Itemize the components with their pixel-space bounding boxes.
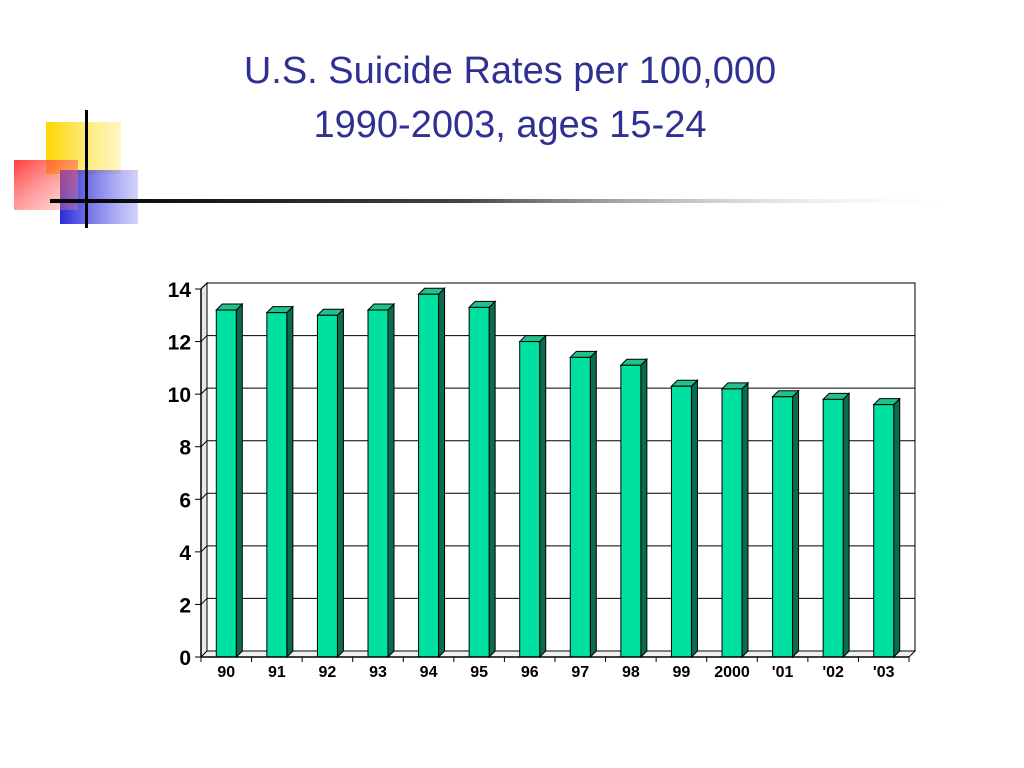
x-tick-label: 94 [420, 664, 438, 681]
slide-title: U.S. Suicide Rates per 100,000 1990-2003… [150, 44, 870, 152]
horizontal-rule [50, 199, 970, 203]
x-tick-label: 92 [319, 664, 337, 681]
chart-plot-area: 0 2 4 6 8 10 12 14 90 91 92 93 94 95 96 97 98 99 2000 '01 '0… [168, 279, 917, 681]
bar [569, 356, 591, 658]
bar-side [539, 334, 547, 659]
bar-side [488, 300, 496, 659]
x-tick-label: '02 [822, 664, 844, 681]
gridline-side [200, 335, 208, 342]
bar-side [893, 397, 901, 659]
bar-side [741, 381, 749, 659]
y-tick-label: 6 [179, 489, 191, 512]
x-tick-label: 90 [217, 664, 235, 681]
x-tick-label: 99 [673, 664, 691, 681]
bar [772, 396, 794, 658]
gridline-side [200, 492, 208, 500]
y-tick-label: 10 [168, 384, 191, 407]
vertical-rule [85, 110, 88, 228]
gridline-side [200, 440, 208, 448]
y-tick-label: 14 [168, 279, 192, 302]
bar [418, 293, 440, 658]
x-tick-label: 95 [470, 664, 488, 681]
y-tick-label: 2 [179, 594, 191, 617]
x-tick-label: 98 [622, 664, 640, 681]
bar-side [842, 392, 850, 659]
bar [468, 306, 490, 658]
bar [873, 404, 895, 658]
bar [367, 309, 389, 658]
gridline-side [200, 545, 208, 553]
bar [215, 309, 237, 658]
x-tick-label: 2000 [714, 664, 750, 681]
x-tick-label: 91 [268, 664, 286, 681]
decorative-squares-logo [14, 110, 970, 228]
x-tick-label: 96 [521, 664, 539, 681]
bar-side [438, 287, 446, 659]
bar-side [690, 379, 698, 659]
y-tick-label: 8 [179, 437, 191, 460]
x-tick-label: 93 [369, 664, 387, 681]
bar-side [792, 389, 800, 659]
bar-side [336, 308, 344, 659]
bar [822, 398, 844, 658]
title-line-2: 1990-2003, ages 15-24 [313, 104, 707, 146]
plot-back-wall [206, 282, 916, 652]
bar [620, 364, 642, 658]
x-tick-label: '03 [873, 664, 895, 681]
bar-side [640, 358, 648, 659]
bar [519, 341, 541, 658]
bar-side [589, 350, 597, 659]
x-tick-label: 97 [571, 664, 589, 681]
y-tick-label: 12 [168, 332, 191, 355]
y-tick-label: 0 [179, 647, 191, 670]
title-line-1: U.S. Suicide Rates per 100,000 [243, 50, 777, 92]
bar [670, 385, 692, 658]
gridline-side [200, 387, 208, 395]
x-tick-label: '01 [772, 664, 794, 681]
y-tick-label: 4 [179, 542, 191, 565]
plot-floor [199, 650, 917, 658]
gridline-side [200, 598, 208, 605]
bar-side [387, 302, 395, 659]
bar [316, 314, 338, 658]
bar [721, 388, 743, 658]
bar [266, 312, 288, 658]
gridline-side [200, 282, 208, 290]
bar-side [235, 302, 243, 659]
bar-side [286, 305, 294, 659]
